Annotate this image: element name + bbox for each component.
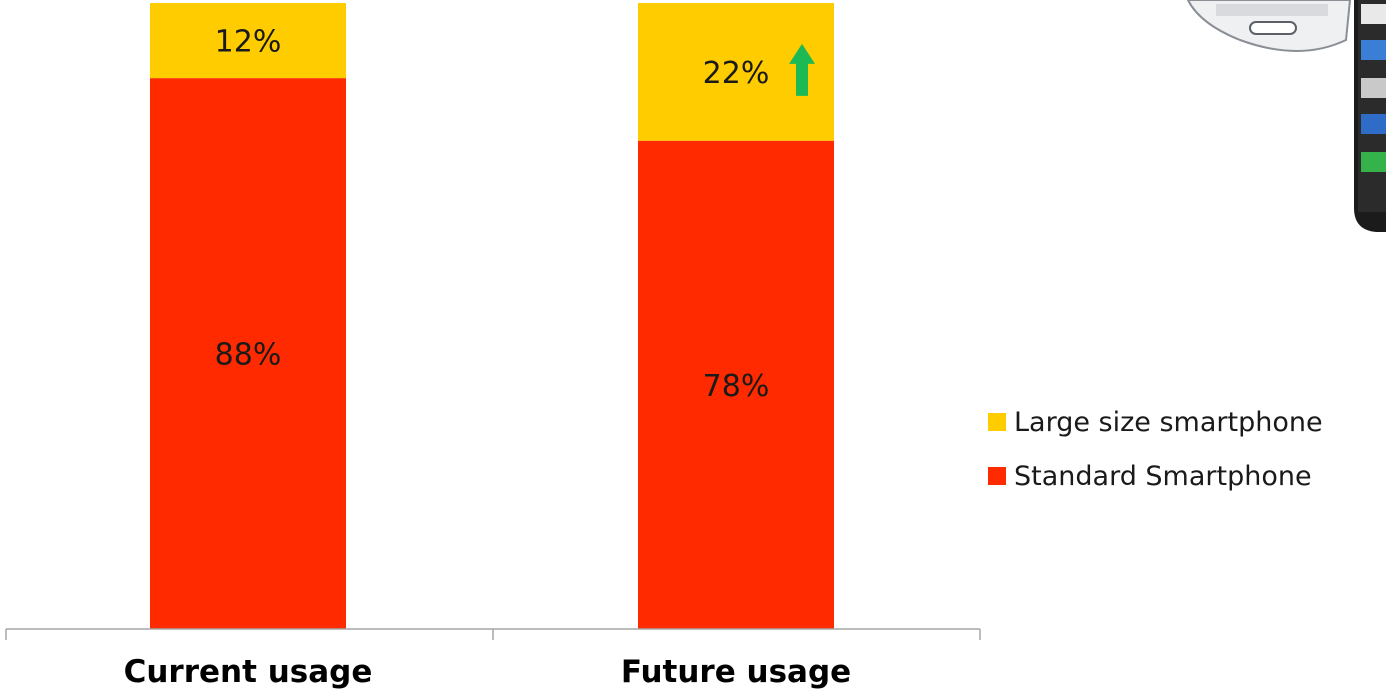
x-axis: [5, 628, 981, 640]
data-label-large-current: 12%: [215, 25, 282, 60]
bars-group: 88% 12% 78% 22%: [150, 3, 834, 630]
data-label-standard-future: 78%: [703, 369, 770, 404]
legend-swatch-large: [988, 413, 1006, 431]
bar-large-current: [150, 3, 346, 79]
data-label-standard-current: 88%: [215, 338, 282, 373]
up-arrow-icon: [789, 43, 815, 96]
category-label-current: Current usage: [124, 654, 373, 690]
category-label-future: Future usage: [621, 654, 851, 690]
legend-swatch-standard: [988, 467, 1006, 485]
stacked-bar-chart: 88% 12% 78% 22% Current usage Future usage: [5, 3, 981, 690]
category-labels: Current usage Future usage: [124, 654, 852, 690]
bar-standard-future: [638, 140, 834, 629]
smartphone-icon: [1180, 0, 1386, 232]
data-label-large-future: 22%: [703, 56, 770, 91]
legend: Large size smartphone Standard Smartphon…: [988, 395, 1323, 503]
legend-item-standard: Standard Smartphone: [988, 449, 1323, 503]
legend-item-large: Large size smartphone: [988, 395, 1323, 449]
legend-label-large: Large size smartphone: [1014, 406, 1323, 438]
bar-standard-current: [150, 78, 346, 630]
legend-label-standard: Standard Smartphone: [1014, 460, 1312, 492]
